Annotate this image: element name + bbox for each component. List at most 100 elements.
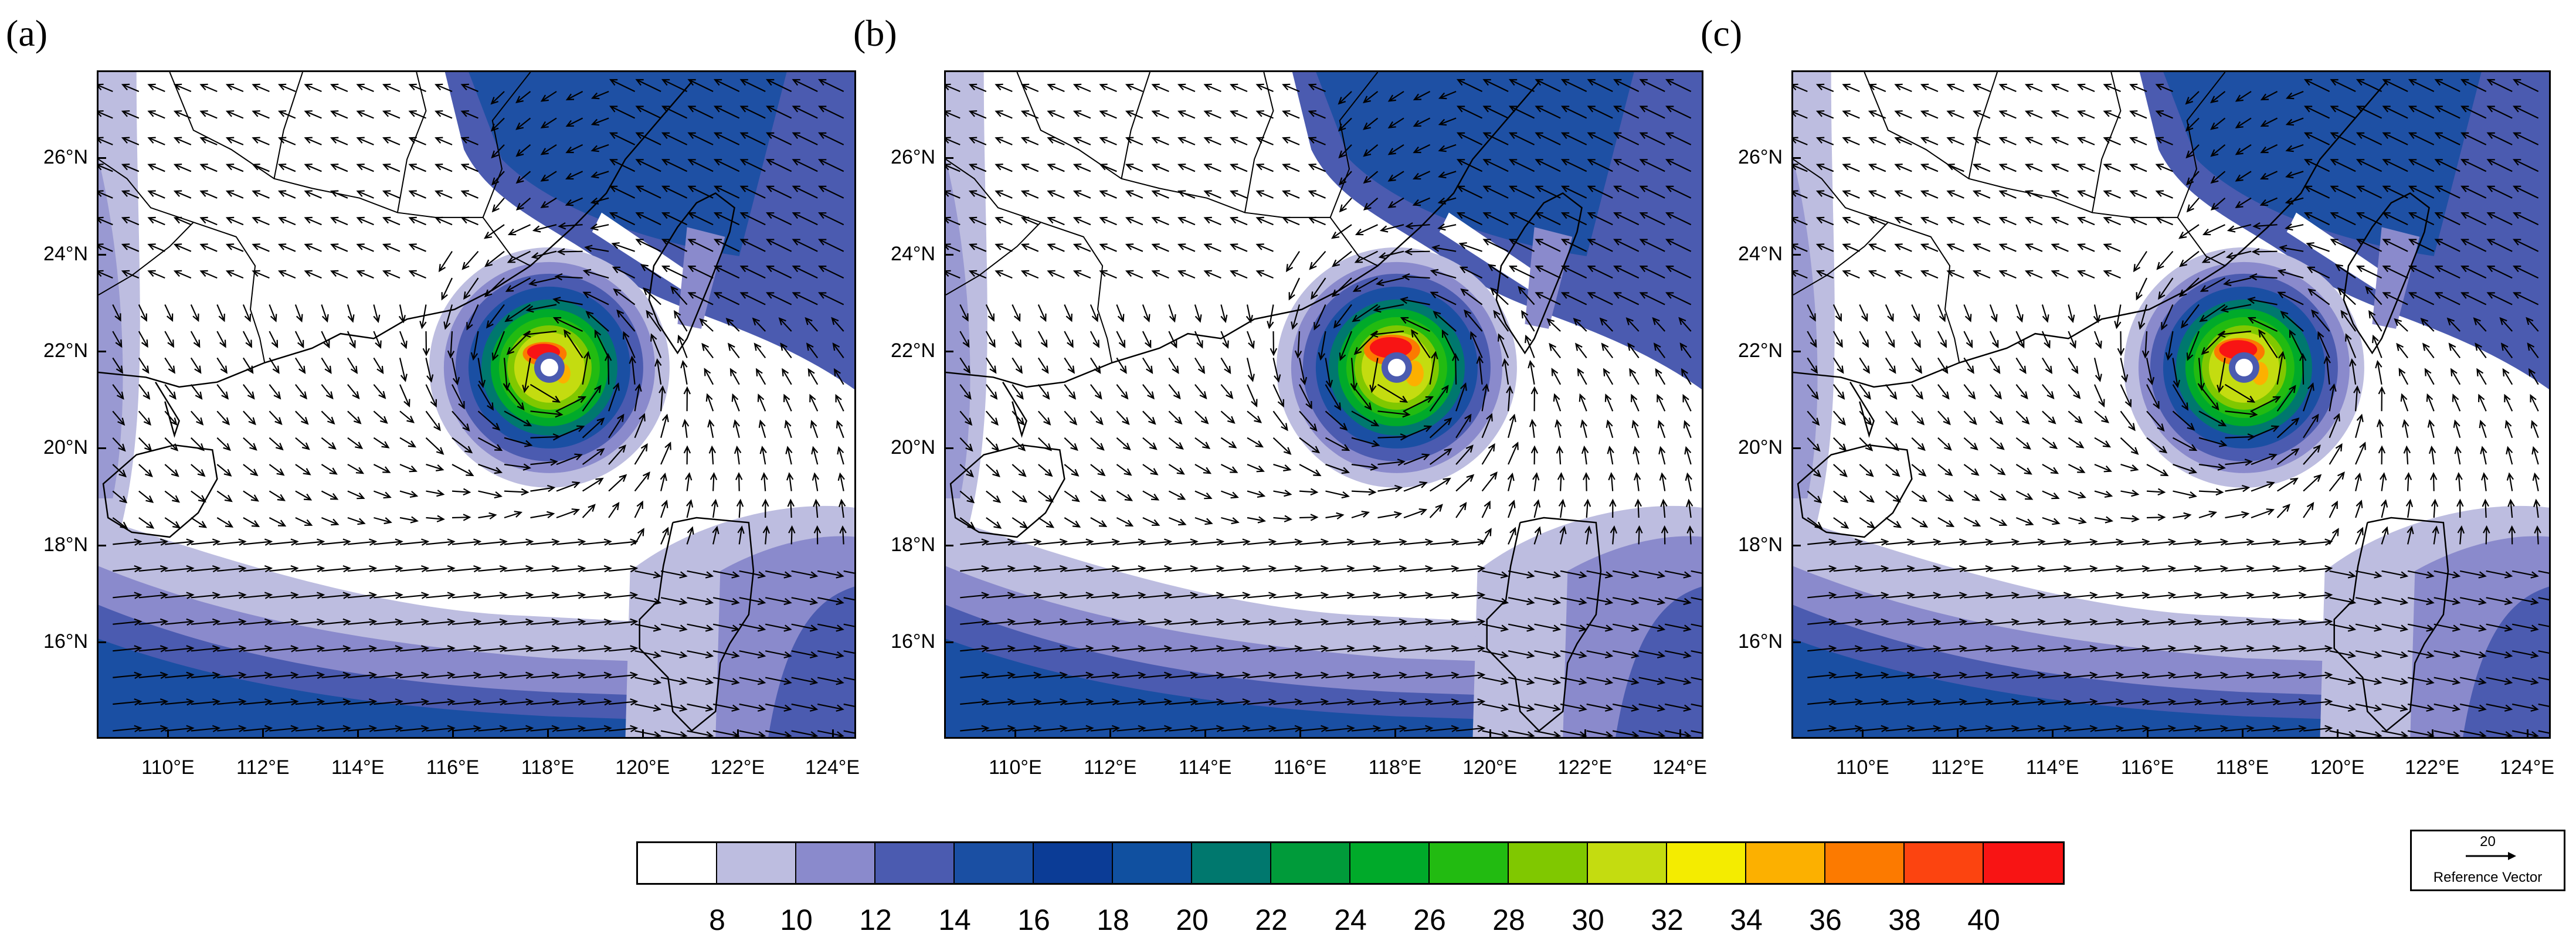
lon-tick-label: 122°E <box>710 756 765 779</box>
colorbar-swatch <box>638 843 717 883</box>
lat-tick-mark <box>944 157 953 159</box>
lon-tick-mark <box>167 729 169 739</box>
colorbar-label: 20 <box>1176 904 1209 936</box>
lon-tick-mark <box>1489 729 1491 739</box>
lon-tick-label: 124°E <box>2500 756 2555 779</box>
lat-tick-label: 26°N <box>891 145 935 168</box>
lon-tick-label: 112°E <box>1084 756 1137 779</box>
lon-tick-label: 116°E <box>426 756 480 779</box>
colorbar-label: 18 <box>1097 904 1129 936</box>
colorbar-label: 30 <box>1572 904 1604 936</box>
lat-tick-label: 20°N <box>891 436 935 459</box>
lon-tick-mark <box>1204 729 1207 739</box>
lon-tick-label: 124°E <box>1652 756 1708 779</box>
colorbar-swatch <box>1192 843 1271 883</box>
colorbar-swatch <box>796 843 875 883</box>
lon-tick-label: 116°E <box>2120 756 2174 779</box>
lon-tick-mark <box>2241 729 2244 739</box>
lat-tick-mark <box>97 253 106 256</box>
colorbar-label: 32 <box>1651 904 1684 936</box>
lon-tick-mark <box>1679 729 1681 739</box>
lat-tick-mark <box>1791 157 1801 159</box>
lon-tick-label: 110°E <box>1836 756 1889 779</box>
lat-tick-label: 26°N <box>1738 145 1783 168</box>
colorbar-swatch <box>875 843 955 883</box>
lon-tick-mark <box>1109 729 1112 739</box>
lon-tick-mark <box>737 729 739 739</box>
colorbar-label: 38 <box>1888 904 1921 936</box>
colorbar-swatch <box>1905 843 1984 883</box>
lat-tick-mark <box>944 351 953 353</box>
wind-speed-map <box>944 70 1703 739</box>
lon-tick-mark <box>357 729 359 739</box>
lon-tick-label: 120°E <box>1462 756 1518 779</box>
lon-tick-label: 120°E <box>615 756 670 779</box>
colorbar-label: 12 <box>859 904 892 936</box>
colorbar-label: 16 <box>1017 904 1050 936</box>
lat-tick-label: 26°N <box>43 145 88 168</box>
lon-tick-label: 118°E <box>2215 756 2269 779</box>
lat-tick-label: 20°N <box>43 436 88 459</box>
lon-tick-label: 110°E <box>141 756 195 779</box>
lat-tick-mark <box>1791 544 1801 546</box>
colorbar-swatch <box>1113 843 1192 883</box>
colorbar-label: 10 <box>780 904 813 936</box>
lon-tick-mark <box>1957 729 1959 739</box>
colorbar-label: 34 <box>1730 904 1763 936</box>
lon-tick-mark <box>2336 729 2339 739</box>
wind-speed-map <box>97 70 856 739</box>
lon-tick-mark <box>2052 729 2054 739</box>
wind-speed-map <box>1791 70 2551 739</box>
lon-tick-mark <box>1299 729 1302 739</box>
colorbar-label: 22 <box>1255 904 1288 936</box>
lat-tick-label: 22°N <box>43 339 88 362</box>
lon-tick-mark <box>1014 729 1017 739</box>
reference-vector-value: 20 <box>2480 834 2496 850</box>
colorbar-swatch <box>1746 843 1825 883</box>
colorbar-label: 14 <box>938 904 971 936</box>
lat-tick-label: 24°N <box>891 242 935 265</box>
lon-tick-mark <box>1862 729 1864 739</box>
lat-tick-label: 22°N <box>891 339 935 362</box>
colorbar-label: 26 <box>1413 904 1446 936</box>
lat-tick-mark <box>1791 641 1801 643</box>
lat-tick-label: 22°N <box>1738 339 1783 362</box>
lat-tick-mark <box>944 641 953 643</box>
colorbar-swatch <box>955 843 1034 883</box>
lon-tick-label: 112°E <box>236 756 290 779</box>
panel-label: (b) <box>853 12 897 54</box>
lat-tick-mark <box>97 447 106 450</box>
lon-tick-mark <box>642 729 644 739</box>
colorbar-swatch <box>717 843 796 883</box>
colorbar-label: 40 <box>1967 904 2000 936</box>
lon-tick-label: 124°E <box>805 756 860 779</box>
lon-tick-mark <box>2526 729 2529 739</box>
lon-tick-mark <box>831 729 834 739</box>
map-panel: (c) 26°N 24°N 22°N 20°N 18°N 16°N 110°E 112°E 114… <box>1695 0 2554 821</box>
lon-tick-label: 122°E <box>1557 756 1613 779</box>
lon-tick-label: 120°E <box>2310 756 2365 779</box>
lat-tick-mark <box>944 253 953 256</box>
lat-tick-mark <box>1791 447 1801 450</box>
colorbar-swatch <box>1350 843 1430 883</box>
lon-tick-mark <box>1584 729 1586 739</box>
colorbar-label: 36 <box>1809 904 1842 936</box>
lat-tick-label: 16°N <box>891 630 935 653</box>
lat-tick-mark <box>1791 253 1801 256</box>
map-panel: (a) 26°N 24°N 22°N 20°N 18°N 16°N 110°E 112°E 114… <box>0 0 860 821</box>
lon-tick-mark <box>452 729 454 739</box>
lon-tick-label: 118°E <box>521 756 575 779</box>
lon-tick-mark <box>2147 729 2149 739</box>
lat-tick-label: 18°N <box>43 533 88 556</box>
panel-label: (c) <box>1701 12 1743 54</box>
lon-tick-label: 114°E <box>2025 756 2079 779</box>
lat-tick-label: 16°N <box>1738 630 1783 653</box>
lat-tick-label: 20°N <box>1738 436 1783 459</box>
lon-tick-label: 114°E <box>331 756 385 779</box>
lat-tick-mark <box>1791 351 1801 353</box>
lon-tick-label: 122°E <box>2405 756 2460 779</box>
lat-tick-label: 24°N <box>43 242 88 265</box>
colorbar-swatch <box>1271 843 1350 883</box>
lat-tick-mark <box>944 447 953 450</box>
lat-tick-mark <box>97 544 106 546</box>
